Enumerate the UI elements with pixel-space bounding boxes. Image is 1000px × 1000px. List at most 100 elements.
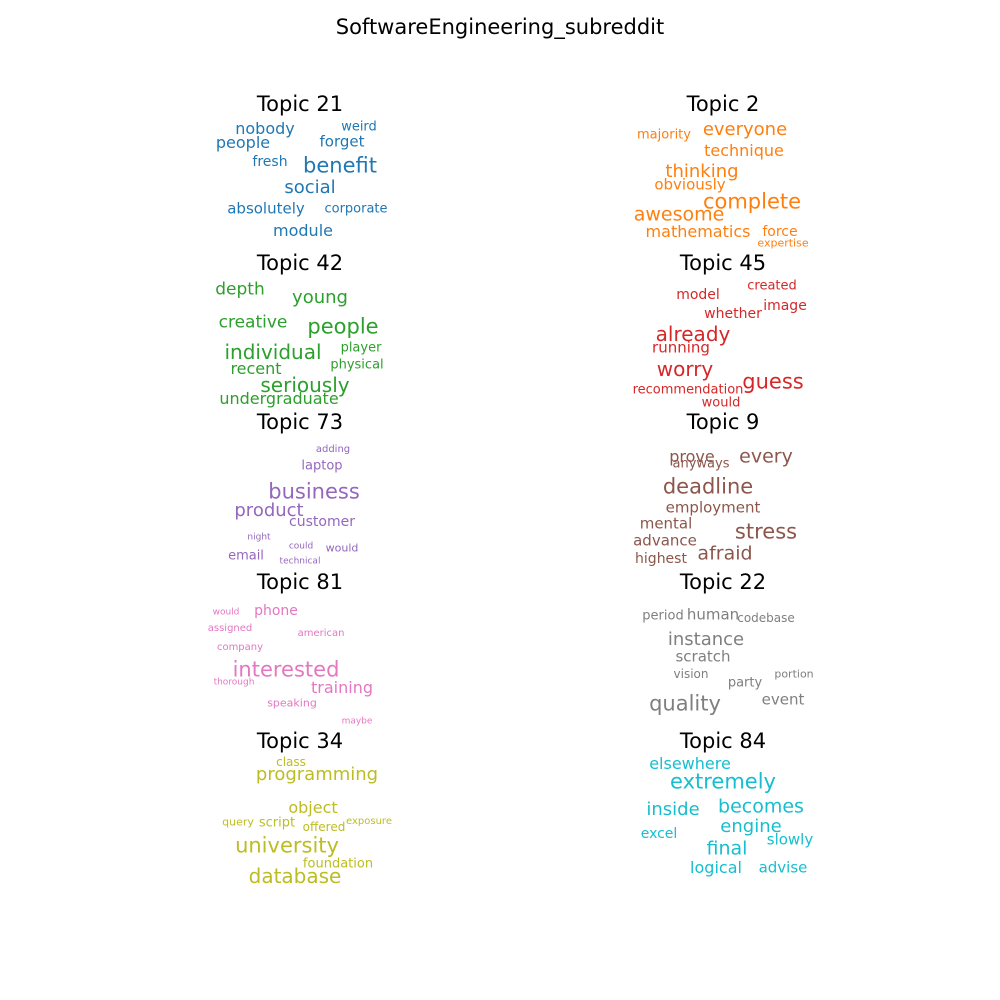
word-label: codebase xyxy=(737,611,795,625)
word-label: undergraduate xyxy=(219,389,339,408)
word-label: foundation xyxy=(302,856,374,872)
word-label: guess xyxy=(742,369,804,394)
word-label: complete xyxy=(702,189,802,214)
word-label: class xyxy=(276,755,306,769)
word-label: human xyxy=(686,605,740,624)
topic-title: Topic 2 xyxy=(686,92,760,116)
word-label: assigned xyxy=(207,623,253,634)
word-label: force xyxy=(762,224,798,240)
word-label: object xyxy=(288,798,338,817)
word-label: technical xyxy=(279,556,321,567)
word-label: logical xyxy=(690,858,742,877)
word-label: player xyxy=(340,340,382,356)
word-label: extremely xyxy=(670,769,776,794)
word-label: nobody xyxy=(235,119,295,138)
word-label: seriously xyxy=(260,373,350,397)
word-label: inside xyxy=(646,799,700,820)
word-label: module xyxy=(273,221,333,240)
word-label: would xyxy=(212,607,240,618)
word-label: maybe xyxy=(341,716,373,727)
topic-title: Topic 34 xyxy=(256,729,344,753)
word-label: company xyxy=(216,642,264,653)
word-label: technique xyxy=(704,141,784,160)
word-label: weird xyxy=(341,119,377,135)
word-label: laptop xyxy=(301,458,343,474)
topic-title: Topic 21 xyxy=(256,92,344,116)
topic-title: Topic 73 xyxy=(256,410,344,434)
word-label: would xyxy=(325,541,359,555)
word-label: engine xyxy=(720,816,782,837)
word-label: benefit xyxy=(303,153,377,178)
word-label: night xyxy=(247,532,271,543)
word-label: thorough xyxy=(213,677,255,688)
word-label: adding xyxy=(315,444,351,455)
word-label: fresh xyxy=(252,154,288,170)
word-label: recent xyxy=(230,359,282,378)
word-label: email xyxy=(228,548,264,564)
word-label: query xyxy=(222,815,254,829)
word-label: party xyxy=(727,675,763,691)
word-label: customer xyxy=(289,514,355,530)
word-label: mathematics xyxy=(645,222,751,241)
topic-title: Topic 84 xyxy=(679,729,767,753)
word-label: created xyxy=(747,278,797,294)
word-label: becomes xyxy=(718,795,804,818)
word-label: prove xyxy=(669,447,715,466)
word-label: slowly xyxy=(766,830,814,849)
word-label: interested xyxy=(232,657,340,682)
word-label: university xyxy=(235,833,339,858)
word-label: creative xyxy=(218,312,288,333)
word-label: vision xyxy=(673,667,709,681)
word-label: exposure xyxy=(346,816,392,827)
word-label: obviously xyxy=(654,175,726,194)
word-label: scratch xyxy=(675,647,731,666)
word-label: training xyxy=(311,678,373,697)
word-label: expertise xyxy=(757,236,809,250)
word-label: everyone xyxy=(702,119,788,140)
topic-title: Topic 42 xyxy=(256,251,344,275)
word-label: forget xyxy=(319,132,365,151)
word-label: whether xyxy=(704,306,762,322)
word-label: programming xyxy=(255,764,379,785)
word-label: would xyxy=(701,395,741,411)
word-label: awesome xyxy=(633,203,725,226)
word-label: script xyxy=(258,815,296,831)
topic-title: Topic 22 xyxy=(679,570,767,594)
word-label: employment xyxy=(665,498,761,517)
word-label: individual xyxy=(224,340,322,364)
word-label: elsewhere xyxy=(649,754,731,773)
word-label: people xyxy=(215,133,271,152)
word-label: quality xyxy=(649,691,721,716)
word-label: majority xyxy=(637,127,691,143)
word-label: anyways xyxy=(672,456,730,472)
word-label: period xyxy=(642,608,684,624)
word-label: every xyxy=(739,445,793,468)
word-label: recommendation xyxy=(632,382,744,398)
word-label: people xyxy=(307,314,379,339)
word-label: mental xyxy=(639,514,693,533)
chart-title: SoftwareEngineering_subreddit xyxy=(335,15,665,39)
word-label: stress xyxy=(734,519,798,544)
word-label: highest xyxy=(635,551,687,567)
word-label: advise xyxy=(758,858,808,877)
topic-title: Topic 81 xyxy=(256,570,344,594)
word-label: could xyxy=(288,541,314,552)
word-label: event xyxy=(761,690,805,709)
word-label: worry xyxy=(656,357,714,381)
word-label: database xyxy=(248,864,342,888)
word-label: final xyxy=(706,837,748,860)
word-label: running xyxy=(652,338,710,357)
word-label: phone xyxy=(254,603,298,619)
word-label: portion xyxy=(774,667,814,681)
word-label: model xyxy=(676,287,720,303)
word-label: advance xyxy=(633,531,697,550)
word-label: corporate xyxy=(324,201,388,217)
word-label: business xyxy=(268,479,360,504)
word-label: depth xyxy=(215,279,265,300)
word-label: absolutely xyxy=(227,199,305,218)
word-label: thinking xyxy=(665,161,739,182)
word-label: speaking xyxy=(267,696,317,710)
word-label: instance xyxy=(667,629,745,650)
topic-title: Topic 9 xyxy=(686,410,760,434)
topic-title: Topic 45 xyxy=(679,251,767,275)
